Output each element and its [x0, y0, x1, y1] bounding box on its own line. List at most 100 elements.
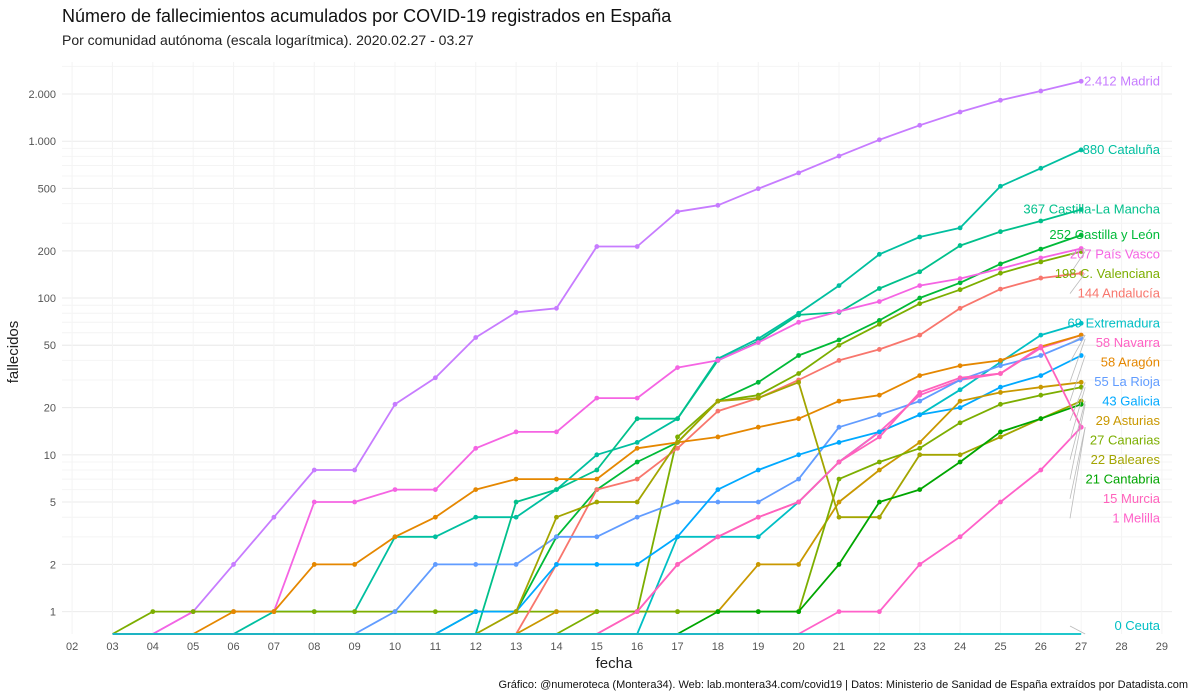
series-point-3-20 — [917, 295, 923, 301]
series-point-6-22 — [998, 286, 1003, 292]
series-point-16-19 — [876, 434, 882, 440]
label-leader-11 — [1069, 355, 1086, 402]
series-point-3-18 — [836, 337, 842, 343]
series-point-9-6 — [352, 562, 358, 567]
series-point-9-9 — [473, 487, 479, 493]
series-point-0-6 — [352, 467, 358, 473]
series-point-11-20 — [917, 412, 923, 418]
series-point-5-1 — [150, 609, 156, 615]
series-point-6-15 — [715, 408, 721, 414]
series-point-16-22 — [998, 371, 1003, 376]
series-point-12-24 — [1078, 379, 1084, 385]
series-point-0-5 — [311, 467, 317, 473]
end-label-1: 880 Cataluña — [1083, 142, 1161, 157]
series-point-14-12 — [594, 499, 600, 505]
end-label-10: 55 La Rioja — [1094, 374, 1161, 389]
series-point-0-16 — [755, 186, 761, 192]
series-point-2-12 — [594, 467, 600, 473]
x-tick-label-21: 23 — [914, 641, 926, 653]
series-point-9-13 — [634, 445, 640, 451]
series-point-4-21 — [957, 276, 963, 281]
series-point-7-21 — [957, 387, 963, 393]
x-tick-label-19: 21 — [833, 641, 845, 653]
x-tick-label-7: 09 — [349, 641, 361, 653]
series-point-16-20 — [917, 390, 923, 395]
series-point-12-20 — [917, 440, 923, 445]
series-point-1-13 — [634, 440, 640, 445]
series-point-9-16 — [755, 424, 761, 430]
y-tick-label-8: 500 — [38, 183, 56, 195]
series-point-6-19 — [876, 347, 882, 352]
series-point-0-21 — [957, 109, 963, 115]
series-point-10-9 — [473, 562, 479, 567]
label-leader-6 — [1069, 272, 1086, 294]
series-point-2-13 — [634, 416, 640, 422]
end-label-8: 58 Navarra — [1096, 335, 1161, 350]
series-point-6-18 — [836, 358, 842, 363]
series-point-14-11 — [554, 514, 559, 520]
series-point-5-6 — [352, 609, 358, 615]
series-11 — [112, 353, 1084, 635]
y-tick-label-2: 5 — [50, 497, 56, 509]
series-point-14-18 — [836, 514, 842, 520]
series-point-3-22 — [998, 261, 1003, 267]
series-point-11-18 — [836, 440, 842, 445]
x-tick-label-5: 07 — [268, 641, 280, 653]
series-point-6-21 — [957, 305, 963, 311]
end-label-15: 21 Cantabria — [1086, 471, 1161, 486]
x-tick-label-26: 28 — [1115, 641, 1127, 653]
series-point-5-20 — [917, 301, 923, 307]
end-label-2: 367 Castilla-La Mancha — [1023, 201, 1160, 216]
series-point-9-22 — [998, 358, 1003, 363]
series-point-3-17 — [796, 353, 802, 358]
y-axis-title: fallecidos — [5, 321, 22, 384]
end-label-0: 2.412 Madrid — [1084, 73, 1160, 88]
series-point-10-15 — [715, 499, 721, 505]
series-point-4-13 — [634, 395, 640, 401]
series-point-3-13 — [634, 459, 640, 465]
series-point-1-21 — [957, 225, 963, 231]
series-point-14-15 — [715, 398, 721, 404]
series-layer — [112, 78, 1084, 635]
series-point-1-24 — [1078, 147, 1084, 153]
series-point-4-8 — [432, 487, 438, 493]
x-tick-label-22: 24 — [954, 641, 966, 653]
series-point-10-7 — [392, 609, 398, 615]
series-point-10-20 — [917, 398, 923, 404]
x-tick-label-25: 27 — [1075, 641, 1087, 653]
series-point-0-15 — [715, 202, 721, 208]
series-point-1-19 — [876, 251, 882, 257]
series-point-4-5 — [311, 499, 317, 505]
series-point-4-6 — [352, 499, 358, 505]
x-axis-ticks: 02 03 04 05 06 07 08 09 10 11 12 13 14 15 16 17 18 19 20 21… — [66, 641, 1168, 653]
series-point-4-22 — [998, 266, 1003, 272]
series-point-3-16 — [755, 379, 761, 385]
y-tick-label-6: 100 — [38, 293, 56, 305]
end-label-3: 252 Castilla y León — [1049, 227, 1160, 242]
series-point-12-23 — [1038, 384, 1044, 390]
series-point-9-12 — [594, 476, 600, 482]
series-point-16-23 — [1038, 344, 1044, 349]
series-8 — [112, 332, 1084, 635]
series-point-6-14 — [675, 445, 680, 451]
series-point-10-16 — [755, 499, 761, 505]
series-4 — [112, 246, 1084, 635]
end-label-12: 29 Asturias — [1096, 413, 1161, 428]
label-leader-16 — [1069, 427, 1086, 499]
x-tick-label-10: 12 — [470, 641, 482, 653]
series-point-14-17 — [796, 379, 802, 385]
series-point-9-17 — [796, 416, 802, 422]
series-point-4-15 — [715, 358, 721, 363]
series-point-9-10 — [513, 476, 519, 482]
y-tick-label-7: 200 — [38, 246, 56, 258]
series-point-13-22 — [998, 401, 1003, 407]
series-point-10-18 — [836, 424, 842, 430]
series-5 — [112, 249, 1084, 635]
end-label-13: 27 Canarias — [1090, 432, 1161, 447]
series-point-4-23 — [1038, 255, 1044, 261]
x-tick-label-6: 08 — [308, 641, 320, 653]
series-point-10-8 — [432, 562, 438, 567]
label-leader-15 — [1069, 404, 1086, 480]
series-point-5-21 — [957, 287, 963, 293]
series-point-9-18 — [836, 398, 842, 404]
